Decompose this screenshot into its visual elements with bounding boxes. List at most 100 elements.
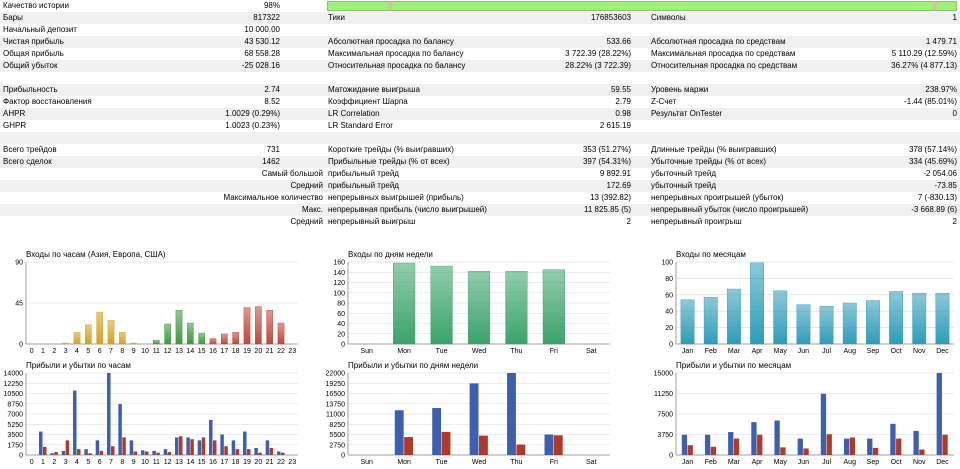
y-tick-label: 11000 xyxy=(326,412,345,419)
profit-bar xyxy=(820,393,827,455)
entries-bar xyxy=(187,322,194,345)
report-row: Всего сделок 1462 Прибыльные трейды (% от … xyxy=(0,156,960,168)
chart-title: Прибыли и убытки по часам xyxy=(26,361,131,370)
stat-label: Относительная просадка по средствам xyxy=(651,61,798,70)
x-tick-label: Nov xyxy=(913,348,926,355)
entries-bar xyxy=(73,331,81,345)
stat-value: 10 000.00 xyxy=(244,25,280,34)
chart-svg: 0 20 40 60 80 100 120 140 160 Sun Mon Tue Wed Thu Fri S… xyxy=(333,260,610,355)
stat-label: непрерывная прибыль (число выигрышей) xyxy=(328,205,487,214)
profit-bar xyxy=(107,373,111,455)
x-tick-label: 5 xyxy=(86,348,90,355)
y-tick-label: 2750 xyxy=(329,442,345,449)
loss-bar xyxy=(99,450,104,455)
stat-label: Матожидание выигрыша xyxy=(328,85,420,94)
loss-bar xyxy=(479,435,488,455)
entries-bar xyxy=(889,291,904,345)
stat-label: Средний xyxy=(290,181,323,190)
stat-label: Длинные трейды (% выигравших) xyxy=(651,145,777,154)
x-tick-label: 14 xyxy=(186,459,194,466)
report-row: Максимальное количество непрерывных выигр… xyxy=(0,192,960,204)
entries-bar xyxy=(119,331,126,345)
stat-label: непрерывный выигрыш xyxy=(328,217,416,226)
report-row: Средний непрерывный выигрыш 2 непрерывный п… xyxy=(0,216,960,228)
chart-title: Входы по месяцам xyxy=(676,250,746,259)
stat-label: Символы xyxy=(651,13,686,22)
stat-value: 1 xyxy=(952,13,957,22)
x-tick-label: 20 xyxy=(254,348,262,355)
stat-value: 11 825.85 (5) xyxy=(584,205,631,214)
profit-bar xyxy=(277,451,281,455)
x-tick-label: Jun xyxy=(798,348,809,355)
entries-bar xyxy=(773,290,788,345)
y-tick-label: 13750 xyxy=(326,401,346,408)
x-tick-label: Apr xyxy=(752,459,764,466)
loss-bar xyxy=(167,452,172,455)
stat-value: -1.44 (85.01%) xyxy=(904,97,957,106)
loss-bar xyxy=(247,449,251,455)
x-tick-label: Thu xyxy=(510,459,522,466)
x-tick-label: 9 xyxy=(132,348,136,355)
y-tick-label: 0 xyxy=(341,453,345,460)
x-tick-label: 15 xyxy=(198,348,206,355)
stat-label: Бары xyxy=(3,13,23,22)
stat-value: 2 615.19 xyxy=(599,121,631,130)
entries-bar xyxy=(107,320,115,345)
chart-svg: 0 20 40 60 80 100 Jan Feb Mar Apr May Jun Jul Aug Sep O… xyxy=(661,260,954,355)
entries-bar xyxy=(680,299,695,345)
y-tick-label: 80 xyxy=(337,301,345,308)
x-tick-label: 9 xyxy=(132,459,136,466)
stat-label: прибыльный трейд xyxy=(328,181,399,190)
stat-value xyxy=(800,120,957,132)
y-tick-label: 16500 xyxy=(326,391,346,398)
entries-by-hour-chart: Входы по часам (Азия, Европа, США) 0 45 90… xyxy=(0,250,310,360)
x-tick-label: Sun xyxy=(360,459,373,466)
entries-by-month-chart: Входы по месяцам 0 20 40 60 80 100 Jan Feb Mar Ap… xyxy=(642,250,960,360)
stat-value: 2 xyxy=(626,217,631,226)
x-tick-label: 23 xyxy=(288,348,296,355)
x-tick-label: 7 xyxy=(109,348,113,355)
stat-value: 172.69 xyxy=(606,181,631,190)
chart-title: Прибыли и убытки по дням недели xyxy=(348,361,479,370)
stat-value: 13 (392.82) xyxy=(590,193,631,202)
stat-value: 2.74 xyxy=(264,85,280,94)
loss-bar xyxy=(122,437,126,455)
x-tick-label: May xyxy=(774,459,788,466)
report-row: Качество истории 98% xyxy=(0,0,960,12)
x-tick-label: 17 xyxy=(220,348,228,355)
profit-bar xyxy=(129,440,134,455)
profit-bar xyxy=(118,404,122,455)
entries-bar xyxy=(277,322,285,345)
stat-value: 1.0023 (0.23%) xyxy=(225,121,280,130)
y-tick-label: 8750 xyxy=(7,401,23,408)
stat-label: Максимальная просадка по средствам xyxy=(651,49,796,58)
y-tick-label: 100 xyxy=(333,290,345,297)
entries-bar xyxy=(255,306,262,345)
entries-bar xyxy=(542,269,565,345)
entries-bar xyxy=(153,340,160,345)
history-quality-bar xyxy=(327,1,957,11)
y-tick-label: 10500 xyxy=(4,391,24,398)
stat-value: -3 668.89 (6) xyxy=(911,205,957,214)
stat-value xyxy=(470,24,631,36)
y-tick-label: 8250 xyxy=(329,422,345,429)
profit-bar xyxy=(254,447,258,455)
stat-label: Прибыльность xyxy=(3,85,58,94)
stat-value: 0 xyxy=(952,109,957,118)
x-tick-label: 17 xyxy=(220,459,228,466)
x-tick-label: 13 xyxy=(175,459,183,466)
stat-label: Средний xyxy=(290,217,323,226)
stat-value: 59.55 xyxy=(610,85,631,94)
report-row: Общий убыток -25 028.16 Относительная прос… xyxy=(0,60,960,72)
report-row: Макс. непрерывная прибыль (число выигрыше… xyxy=(0,204,960,216)
loss-bar xyxy=(258,452,262,455)
profit-bar xyxy=(544,434,554,455)
x-tick-label: 16 xyxy=(209,348,217,355)
x-tick-label: Fri xyxy=(550,348,559,355)
report-row: Бары 817322 Тики 176853603 Символы 1 xyxy=(0,12,960,24)
loss-bar xyxy=(896,438,902,455)
stat-label: Максимальное количество xyxy=(223,193,323,202)
entries-bar xyxy=(750,262,765,345)
entries-bar xyxy=(198,332,205,345)
loss-bar xyxy=(111,446,115,455)
